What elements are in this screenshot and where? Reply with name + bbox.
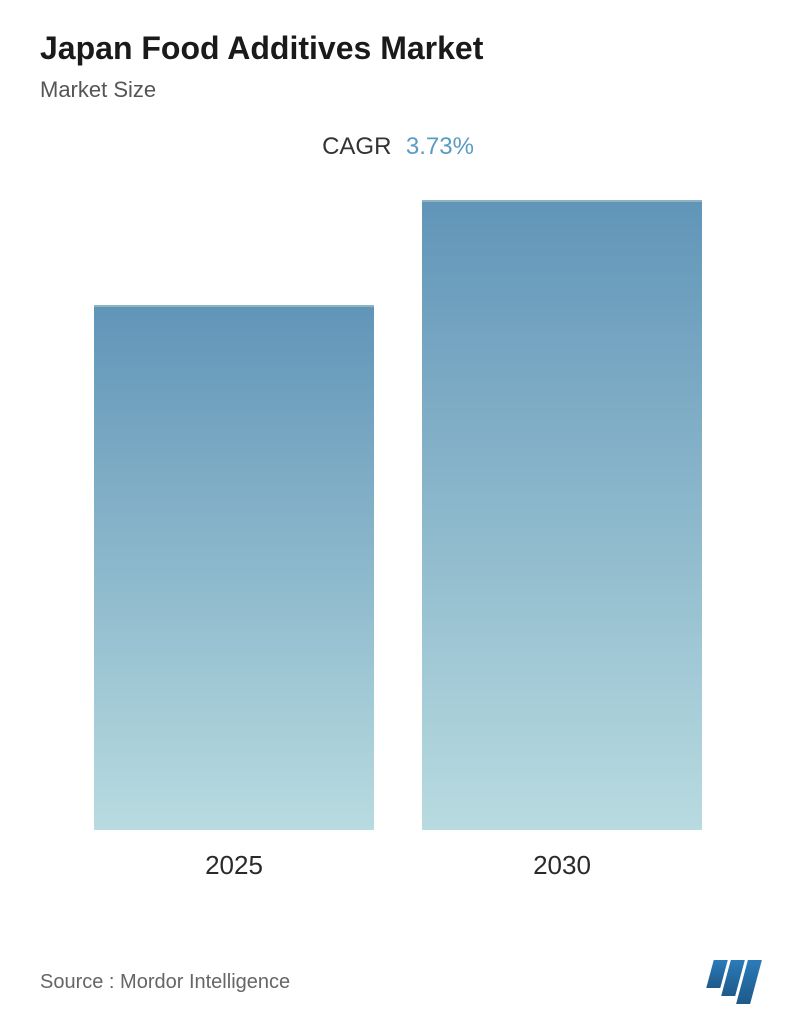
cagr-value: 3.73% — [406, 133, 474, 160]
bar-label-0: 2025 — [205, 850, 263, 881]
bar-0 — [94, 305, 374, 830]
cagr-label: CAGR — [322, 133, 391, 160]
cagr-container: CAGR 3.73% — [40, 133, 756, 161]
bar-label-1: 2030 — [533, 850, 591, 881]
bar-group-0: 2025 — [94, 305, 374, 881]
bar-group-1: 2030 — [422, 200, 702, 881]
chart-title: Japan Food Additives Market — [40, 30, 756, 67]
chart-subtitle: Market Size — [40, 77, 756, 103]
publisher-logo — [710, 960, 756, 1004]
chart-area: 2025 2030 — [40, 221, 756, 881]
source-text: Source : Mordor Intelligence — [40, 971, 290, 994]
footer: Source : Mordor Intelligence — [40, 960, 756, 1004]
bar-1 — [422, 200, 702, 830]
